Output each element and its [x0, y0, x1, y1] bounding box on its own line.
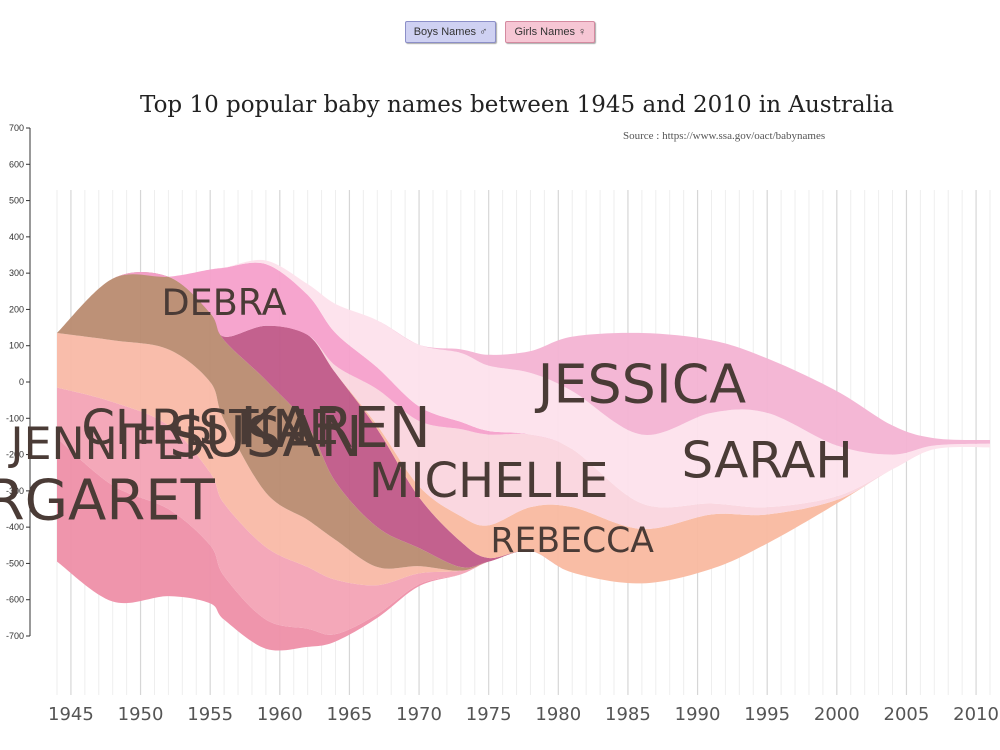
- x-tick-label: 1960: [257, 704, 303, 725]
- x-tick-label: 1950: [118, 704, 164, 725]
- series-label-susan: SUSAN: [169, 405, 362, 470]
- stream-karen: [57, 272, 990, 584]
- y-tick-label: 200: [9, 304, 24, 314]
- y-tick-label: 100: [9, 341, 24, 351]
- x-tick-label: 1970: [396, 704, 442, 725]
- boys-names-button[interactable]: Boys Names ♂: [404, 21, 497, 43]
- series-label-debra: DEBRA: [162, 281, 287, 324]
- series-label-christine: CHRISTINE: [81, 400, 339, 456]
- x-tick-label: 1965: [327, 704, 373, 725]
- stream-sarah: [57, 259, 990, 508]
- x-tick-label: 1975: [466, 704, 512, 725]
- stream-rebecca: [57, 272, 990, 584]
- y-tick-label: -600: [6, 595, 24, 605]
- y-tick-label: -300: [6, 486, 24, 496]
- x-tick-label: 1995: [744, 704, 790, 725]
- series-label-karen: KAREN: [240, 396, 430, 461]
- x-tick-label: 2005: [884, 704, 930, 725]
- x-tick-label: 1955: [187, 704, 233, 725]
- y-tick-label: 600: [9, 159, 24, 169]
- stream-christine: [57, 333, 990, 586]
- series-label-margaret: MARGARET: [0, 469, 216, 534]
- y-tick-label: 300: [9, 268, 24, 278]
- y-tick-label: -700: [6, 631, 24, 641]
- x-tick-label: 1980: [535, 704, 581, 725]
- series-label-sarah: SARAH: [681, 432, 852, 490]
- y-tick-label: 400: [9, 232, 24, 242]
- y-tick-label: -100: [6, 413, 24, 423]
- series-label-jessica: JESSICA: [535, 353, 747, 416]
- stream-jennifer: [57, 387, 990, 635]
- y-tick-label: -400: [6, 522, 24, 532]
- stream-layers: [57, 259, 990, 651]
- stream-susan: [57, 272, 990, 584]
- stream-michelle: [57, 272, 990, 530]
- y-tick-label: 0: [19, 377, 24, 387]
- x-tick-label: 1945: [48, 704, 94, 725]
- stream-jessica: [57, 259, 990, 455]
- chart-source: Source : https://www.ssa.gov/oact/babyna…: [623, 130, 826, 142]
- y-tick-label: 700: [9, 123, 24, 133]
- chart-title: Top 10 popular baby names between 1945 a…: [140, 92, 894, 118]
- y-tick-label: -500: [6, 558, 24, 568]
- x-tick-label: 1985: [605, 704, 651, 725]
- name-toggle-bar: Boys Names ♂ Girls Names ♀: [0, 20, 1000, 43]
- girls-names-button[interactable]: Girls Names ♀: [505, 21, 596, 43]
- series-label-jennifer: JENNIFER: [8, 419, 215, 470]
- x-tick-label: 2000: [814, 704, 860, 725]
- series-label-rebecca: REBECCA: [490, 521, 654, 561]
- y-tick-label: 500: [9, 196, 24, 206]
- stream-debra: [57, 262, 990, 508]
- series-label-michelle: MICHELLE: [369, 453, 609, 509]
- y-tick-label: -200: [6, 450, 24, 460]
- x-tick-label: 2010: [953, 704, 999, 725]
- x-tick-label: 1990: [675, 704, 721, 725]
